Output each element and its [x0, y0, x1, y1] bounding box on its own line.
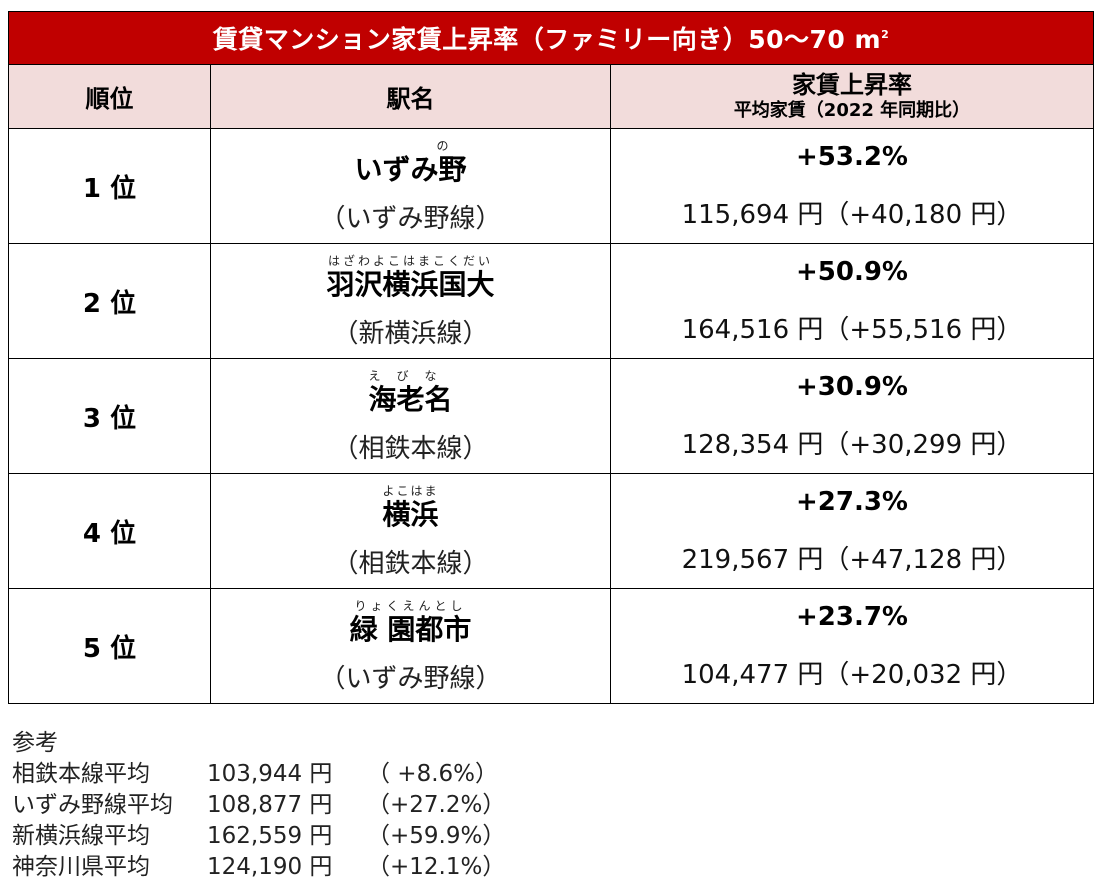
- reference-item: 新横浜線平均 162,559 円 （+59.9%）: [12, 821, 505, 852]
- station-cell: えびな 海老名 （相鉄本線）: [210, 358, 611, 474]
- table-row: 3 位 えびな 海老名 （相鉄本線） +30.9% 128,354 円（+30,…: [8, 358, 1095, 474]
- station-ruby: の: [436, 138, 455, 153]
- reference-name: いずみ野線平均: [12, 792, 173, 818]
- station-ruby: りょくえんとし: [354, 598, 467, 613]
- rate-value: +53.2%: [796, 141, 908, 172]
- rent-value: 219,567 円（+47,128 円）: [681, 544, 1023, 575]
- rank-cell: 3 位: [8, 358, 211, 474]
- reference-rent: 103,944 円: [207, 761, 333, 787]
- rate-value: +23.7%: [796, 601, 908, 632]
- table-row: 4 位 よこはま 横浜 （相鉄本線） +27.3% 219,567 円（+47,…: [8, 473, 1095, 589]
- station-line: （新横浜線）: [332, 318, 489, 349]
- reference-section: 参考 相鉄本線平均 103,944 円 （ +8.6%） いずみ野線平均 108…: [12, 728, 505, 883]
- title-text: 賃貸マンション家賃上昇率（ファミリー向き）50〜70 m: [212, 25, 882, 54]
- station-line: （相鉄本線）: [332, 433, 489, 464]
- station-cell: よこはま 横浜 （相鉄本線）: [210, 473, 611, 589]
- station-line: （相鉄本線）: [332, 548, 489, 579]
- rent-increase-table: 賃貸マンション家賃上昇率（ファミリー向き）50〜70 m2 順位 駅名 家賃上昇…: [7, 11, 1095, 704]
- rate-cell: +30.9% 128,354 円（+30,299 円）: [609, 358, 1095, 474]
- header-station: 駅名: [210, 64, 611, 129]
- rank-cell: 5 位: [8, 588, 211, 704]
- reference-rent: 124,190 円: [207, 854, 333, 880]
- reference-item: いずみ野線平均 108,877 円 （+27.2%）: [12, 790, 505, 821]
- header-rate-label: 家賃上昇率: [792, 70, 912, 99]
- station-name: いずみ野: [354, 152, 467, 186]
- reference-item: 相鉄本線平均 103,944 円 （ +8.6%）: [12, 759, 505, 790]
- rate-cell: +23.7% 104,477 円（+20,032 円）: [609, 588, 1095, 704]
- header-rate-sublabel: 平均家賃（2022 年同期比）: [733, 99, 971, 121]
- header-rank-label: 順位: [85, 85, 134, 113]
- reference-rate: （+27.2%）: [367, 792, 506, 818]
- rank-cell: 2 位: [8, 243, 211, 359]
- rate-cell: +27.3% 219,567 円（+47,128 円）: [609, 473, 1095, 589]
- reference-name: 相鉄本線平均: [12, 761, 150, 787]
- rate-value: +30.9%: [796, 371, 908, 402]
- rank-cell: 1 位: [8, 128, 211, 244]
- reference-name: 新横浜線平均: [12, 823, 150, 849]
- rent-value: 115,694 円（+40,180 円）: [681, 199, 1023, 230]
- station-name: 海老名: [368, 382, 453, 416]
- reference-name: 神奈川県平均: [12, 854, 150, 880]
- rate-cell: +50.9% 164,516 円（+55,516 円）: [609, 243, 1095, 359]
- title-superscript: 2: [881, 28, 890, 41]
- station-line: （いずみ野線）: [319, 203, 502, 234]
- header-rate: 家賃上昇率 平均家賃（2022 年同期比）: [609, 64, 1095, 129]
- rank-cell: 4 位: [8, 473, 211, 589]
- reference-rent: 108,877 円: [207, 792, 333, 818]
- table-row: 1 位 の いずみ野 （いずみ野線） +53.2% 115,694 円（+40,…: [8, 128, 1095, 244]
- reference-heading: 参考: [12, 730, 58, 756]
- rate-value: +27.3%: [796, 486, 908, 517]
- table-title: 賃貸マンション家賃上昇率（ファミリー向き）50〜70 m2: [7, 11, 1095, 65]
- station-ruby: えびな: [368, 368, 453, 383]
- reference-rate: （+12.1%）: [367, 854, 506, 880]
- station-cell: りょくえんとし 緑 園都市 （いずみ野線）: [210, 588, 611, 704]
- station-name: 緑 園都市: [349, 612, 472, 646]
- reference-rate: （ +8.6%）: [367, 761, 499, 787]
- station-name: 横浜: [382, 497, 439, 531]
- table-row: 5 位 りょくえんとし 緑 園都市 （いずみ野線） +23.7% 104,477…: [8, 588, 1095, 704]
- rent-value: 164,516 円（+55,516 円）: [681, 314, 1023, 345]
- header-rank: 順位: [8, 64, 211, 129]
- reference-item: 神奈川県平均 124,190 円 （+12.1%）: [12, 852, 505, 883]
- reference-rate: （+59.9%）: [367, 823, 506, 849]
- station-ruby: はざわよこはまこくだい: [327, 253, 493, 268]
- rate-value: +50.9%: [796, 256, 908, 287]
- station-cell: の いずみ野 （いずみ野線）: [210, 128, 611, 244]
- header-row: 順位 駅名 家賃上昇率 平均家賃（2022 年同期比）: [8, 64, 1095, 129]
- reference-rent: 162,559 円: [207, 823, 333, 849]
- station-ruby: よこはま: [382, 483, 439, 498]
- rent-value: 128,354 円（+30,299 円）: [681, 429, 1023, 460]
- station-cell: はざわよこはまこくだい 羽沢横浜国大 （新横浜線）: [210, 243, 611, 359]
- rent-value: 104,477 円（+20,032 円）: [681, 659, 1023, 690]
- station-name: 羽沢横浜国大: [326, 267, 495, 301]
- rate-cell: +53.2% 115,694 円（+40,180 円）: [609, 128, 1095, 244]
- table-row: 2 位 はざわよこはまこくだい 羽沢横浜国大 （新横浜線） +50.9% 164…: [8, 243, 1095, 359]
- station-line: （いずみ野線）: [319, 663, 502, 694]
- header-station-label: 駅名: [386, 85, 435, 113]
